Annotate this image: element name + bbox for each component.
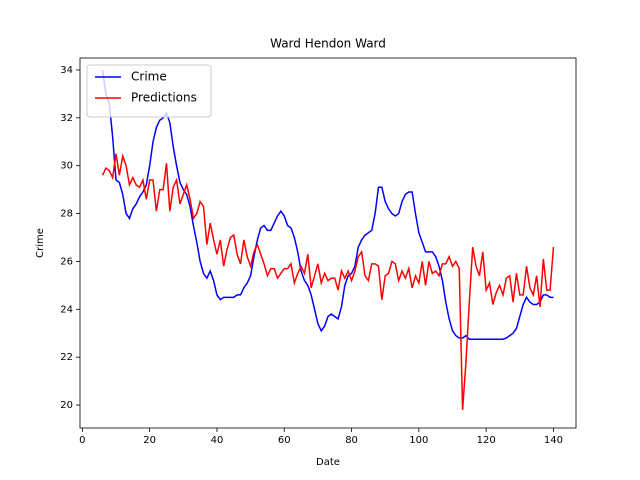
x-axis-label: Date [316, 457, 340, 468]
legend-box [86, 64, 212, 118]
y-axis-label: Crime [35, 228, 46, 258]
x-tick-label: 0 [79, 435, 85, 446]
y-tick-label: 34 [60, 65, 73, 76]
y-tick-label: 24 [60, 304, 73, 315]
series-line [101, 153, 555, 410]
x-tick-label: 80 [345, 435, 358, 446]
x-tick-label: 120 [477, 435, 496, 446]
y-tick-label: 28 [60, 209, 73, 220]
x-tick-label: 140 [544, 435, 563, 446]
plot-frame [79, 57, 577, 429]
x-tick-label: 100 [409, 435, 428, 446]
x-tick-label: 20 [143, 435, 156, 446]
legend-label: Crime [131, 70, 167, 84]
legend-label: Predictions [131, 91, 197, 105]
y-tick-label: 30 [60, 161, 73, 172]
x-tick-label: 60 [278, 435, 291, 446]
series-line [101, 69, 554, 340]
y-tick-label: 20 [60, 400, 73, 411]
chart-title: Ward Hendon Ward [270, 37, 386, 51]
y-tick-label: 32 [60, 113, 73, 124]
y-tick-label: 26 [60, 256, 73, 267]
x-tick-label: 40 [211, 435, 224, 446]
y-tick-label: 22 [60, 352, 73, 363]
